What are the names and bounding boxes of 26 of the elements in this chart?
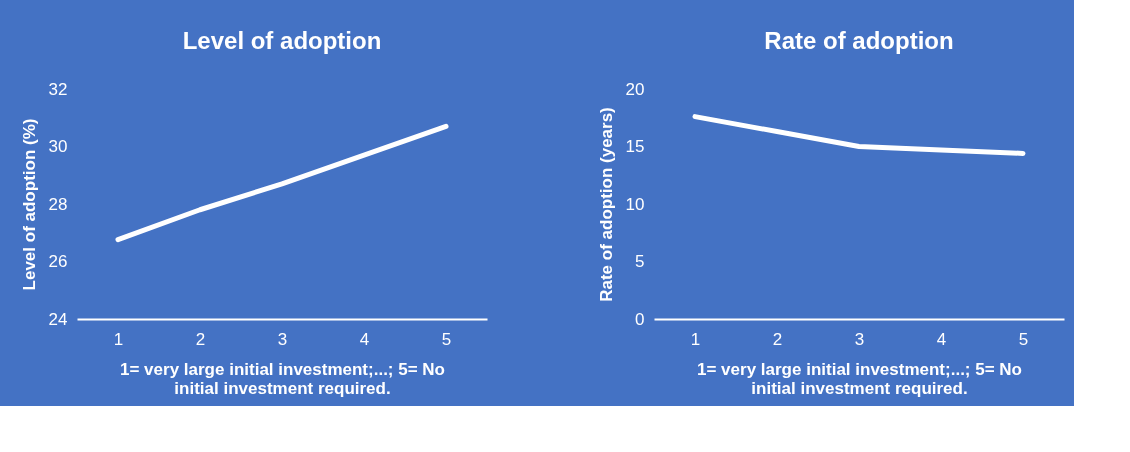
y-tick-label: 28 — [48, 194, 68, 214]
x-tick-label: 3 — [854, 329, 865, 349]
y-tick-label: 5 — [635, 252, 645, 271]
x-axis-title: 1= very large initial investment;...; 5= No initial investment required. — [696, 359, 1023, 398]
y-tick-label: 30 — [48, 137, 68, 156]
y-tick-label: 26 — [48, 252, 68, 271]
y-axis-title: Level of adoption (%) — [19, 118, 39, 291]
x-tick-label: 4 — [359, 329, 370, 349]
y-tick-label: 32 — [48, 79, 68, 99]
y-tick-label: 20 — [625, 79, 645, 99]
x-tick-label: 2 — [772, 329, 783, 349]
x-tick-label: 4 — [936, 329, 947, 349]
x-tick-label: 5 — [1018, 329, 1029, 349]
x-tick-label: 1 — [113, 329, 124, 349]
y-tick-label: 0 — [635, 309, 645, 329]
x-tick-label: 1 — [690, 329, 701, 349]
y-tick-label: 10 — [625, 194, 645, 214]
x-tick-label: 2 — [195, 329, 206, 349]
x-tick-label: 3 — [277, 329, 288, 349]
chart-title: Rate of adoption — [764, 27, 954, 54]
x-axis-title: 1= very large initial investment;...; 5= No initial investment required. — [119, 359, 446, 398]
y-tick-label: 15 — [625, 137, 645, 156]
y-tick-label: 24 — [48, 309, 68, 329]
chart-title: Level of adoption — [182, 27, 382, 54]
y-axis-title: Rate of adoption (years) — [596, 107, 616, 302]
x-tick-label: 5 — [441, 329, 452, 349]
